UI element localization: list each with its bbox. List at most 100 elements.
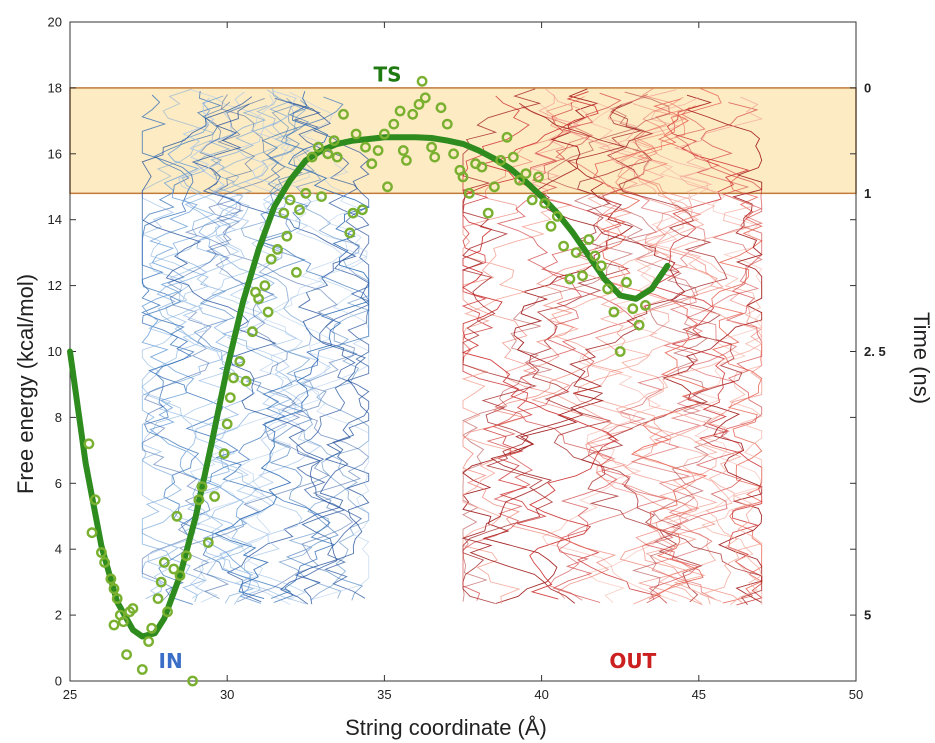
trajectory-line — [274, 97, 370, 599]
scatter-point — [118, 616, 129, 628]
scatter-point — [388, 118, 400, 130]
scatter-point — [476, 161, 488, 173]
annotations: TS IN OUT — [159, 63, 657, 674]
trajectory-line — [615, 96, 763, 606]
trajectory-line — [226, 101, 370, 603]
scatter-point — [209, 491, 221, 502]
trajectory-line — [522, 87, 743, 604]
y-axis-title: Free energy (kcal/mol) — [13, 274, 38, 494]
scatter-point — [234, 355, 246, 367]
y-tick-label: 2 — [55, 608, 62, 623]
scatter-point — [627, 303, 639, 315]
scatter-point — [171, 510, 183, 522]
scatter-point — [196, 481, 208, 492]
scatter-point — [162, 606, 173, 618]
scatter-point — [633, 319, 645, 331]
out-trajectories — [461, 87, 764, 606]
trajectory-line — [462, 88, 634, 604]
scatter-point — [589, 250, 601, 262]
trajectory-line — [141, 95, 261, 604]
scatter-point — [394, 105, 406, 117]
trajectory-line — [193, 99, 364, 601]
trajectory-line — [573, 103, 718, 605]
x-tick-label: 35 — [377, 687, 391, 702]
scatter-point — [278, 207, 290, 219]
y-tick-label: 20 — [48, 15, 62, 30]
scatter-point — [253, 293, 265, 305]
scatter-point — [328, 135, 340, 147]
scatter-point — [96, 547, 107, 558]
scatter-point — [338, 108, 349, 120]
scatter-point — [347, 207, 359, 219]
trajectory-line — [615, 96, 763, 605]
trajectory-line — [580, 104, 763, 606]
scatter-point — [608, 306, 620, 318]
trajectory-line — [184, 94, 370, 603]
trajectory-line — [189, 94, 343, 603]
scatter-point — [136, 664, 148, 675]
annotation-in: IN — [159, 649, 183, 673]
axis-ticks: 25 30 35 40 45 50 0 2 4 6 8 10 12 14 16 18 20 0 1 2. 5 5 — [48, 15, 886, 703]
scatter-point — [221, 418, 233, 430]
annotation-out: OUT — [609, 649, 656, 673]
y2-tick-label: 0 — [864, 80, 871, 95]
trajectory-line — [461, 93, 658, 602]
trajectory-line — [189, 90, 321, 599]
scatter-point — [350, 128, 362, 140]
trajectory-line — [529, 101, 703, 603]
scatter-point — [300, 187, 312, 199]
scatter-point — [322, 148, 334, 160]
scatter-point — [240, 375, 252, 387]
scatter-point — [520, 168, 532, 180]
trajectory-line — [591, 98, 710, 600]
scatter-point — [621, 276, 632, 288]
scatter-point — [111, 593, 123, 604]
scatter-point — [382, 181, 393, 193]
trajectory-line — [191, 89, 370, 606]
scatter-point — [272, 243, 283, 255]
y-tick-label: 18 — [48, 80, 62, 95]
scatter-point — [193, 494, 205, 506]
y-tick-label: 12 — [48, 278, 62, 293]
scatter-point — [155, 576, 167, 588]
trajectory-line — [141, 105, 268, 600]
trajectory-line — [662, 94, 763, 603]
trajectory-line — [461, 102, 686, 604]
in-trajectories — [141, 88, 371, 606]
scatter-point — [83, 438, 95, 450]
scatter-point — [294, 204, 305, 216]
scatter-point — [290, 266, 302, 278]
y2-tick-label: 1 — [864, 186, 871, 201]
y-tick-label: 10 — [48, 344, 62, 359]
trajectory-line — [240, 97, 358, 599]
x-tick-label: 45 — [692, 687, 706, 702]
scatter-point — [360, 141, 371, 153]
scatter-point — [400, 154, 412, 166]
y-tick-label: 0 — [55, 674, 62, 689]
scatter-point — [397, 145, 409, 156]
x-axis-title: String coordinate (Å) — [345, 715, 547, 740]
trajectory-line — [141, 101, 244, 603]
scatter-point — [564, 273, 576, 285]
scatter-point — [356, 204, 368, 216]
scatter-point — [228, 372, 239, 384]
trajectory-line — [651, 104, 763, 606]
scatter-point — [312, 141, 324, 153]
scatter-point — [143, 636, 155, 647]
scatter-point — [127, 603, 139, 614]
scatter-point — [152, 593, 164, 604]
scatter-point — [413, 99, 425, 110]
trajectory-line — [541, 100, 710, 603]
y2-tick-label: 2. 5 — [864, 344, 886, 359]
scatter-point — [595, 260, 607, 272]
scatter-point — [416, 75, 428, 87]
scatter-point — [218, 448, 230, 459]
trajectory-line — [184, 88, 306, 604]
y-tick-label: 4 — [55, 542, 62, 557]
scatter-point — [435, 102, 447, 114]
trajectory-line — [462, 96, 717, 605]
trajectory-line — [521, 106, 735, 600]
y-tick-label: 16 — [48, 146, 62, 161]
annotation-ts: TS — [374, 63, 402, 87]
scatter-point — [121, 649, 133, 660]
